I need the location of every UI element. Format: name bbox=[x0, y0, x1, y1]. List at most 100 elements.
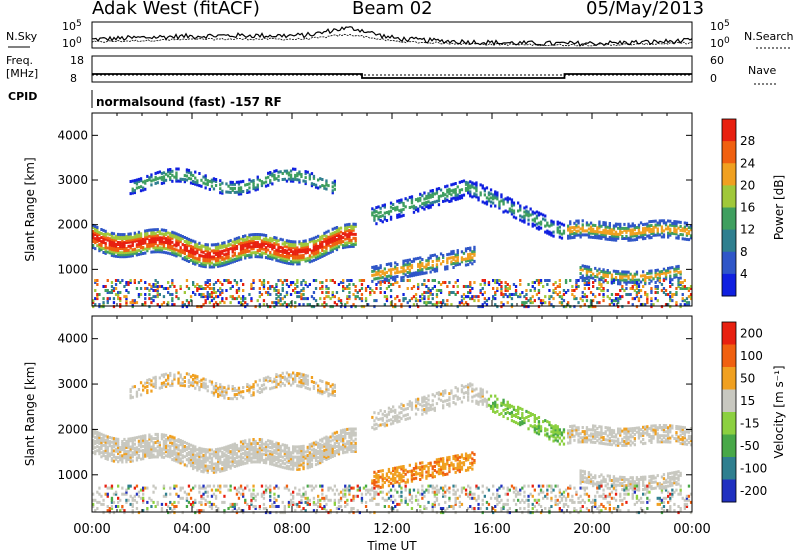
data-cell bbox=[673, 220, 676, 224]
data-cell bbox=[223, 263, 226, 267]
data-cell bbox=[319, 253, 322, 257]
data-cell bbox=[117, 234, 120, 238]
data-cell bbox=[454, 194, 457, 198]
data-cell bbox=[660, 229, 664, 233]
data-cell bbox=[223, 458, 226, 462]
data-cell bbox=[448, 192, 451, 195]
data-cell bbox=[631, 276, 634, 280]
data-cell bbox=[398, 213, 401, 217]
data-cell bbox=[435, 255, 439, 259]
data-cell bbox=[485, 186, 489, 190]
data-cell bbox=[239, 257, 243, 261]
data-cell bbox=[212, 391, 216, 395]
data-cell bbox=[367, 285, 370, 288]
data-cell bbox=[342, 287, 345, 290]
data-cell bbox=[256, 299, 259, 303]
data-cell bbox=[269, 243, 272, 246]
data-cell bbox=[531, 218, 534, 222]
data-cell bbox=[131, 303, 134, 307]
data-cell bbox=[523, 301, 526, 305]
data-cell bbox=[279, 446, 282, 450]
data-cell bbox=[256, 456, 259, 460]
data-cell bbox=[150, 250, 153, 254]
data-cell bbox=[319, 235, 322, 239]
data-cell bbox=[285, 255, 289, 259]
data-cell bbox=[239, 394, 243, 398]
data-cell bbox=[456, 291, 459, 294]
data-cell bbox=[389, 268, 393, 272]
data-cell bbox=[237, 449, 241, 453]
data-cell bbox=[123, 446, 126, 450]
data-cell bbox=[354, 450, 357, 453]
data-cell bbox=[446, 184, 449, 188]
data-cell bbox=[164, 178, 168, 182]
data-cell bbox=[142, 444, 145, 448]
data-cell bbox=[196, 464, 199, 468]
data-cell bbox=[252, 279, 255, 282]
data-cell bbox=[296, 262, 299, 266]
data-cell bbox=[685, 221, 689, 225]
data-cell bbox=[167, 235, 170, 239]
data-cell bbox=[121, 237, 124, 241]
data-cell bbox=[292, 177, 295, 181]
data-cell bbox=[664, 223, 668, 227]
data-cell bbox=[192, 465, 195, 468]
data-cell bbox=[221, 189, 224, 193]
data-cell bbox=[244, 453, 247, 457]
data-cell bbox=[235, 255, 239, 258]
data-cell bbox=[402, 203, 405, 207]
data-cell bbox=[671, 293, 674, 296]
data-cell bbox=[204, 182, 207, 186]
data-cell bbox=[439, 291, 443, 294]
data-cell bbox=[129, 445, 132, 449]
data-cell bbox=[283, 257, 286, 260]
data-cell bbox=[152, 289, 155, 292]
data-cell bbox=[285, 303, 289, 307]
data-cell bbox=[96, 240, 99, 244]
data-cell bbox=[627, 228, 630, 232]
data-cell bbox=[598, 293, 601, 296]
data-cell bbox=[283, 458, 286, 462]
data-cell bbox=[671, 266, 674, 270]
data-cell bbox=[656, 299, 659, 303]
data-cell bbox=[594, 279, 597, 282]
data-cell bbox=[335, 438, 339, 442]
data-cell bbox=[375, 283, 378, 286]
data-cell bbox=[635, 282, 639, 286]
data-cell bbox=[169, 371, 172, 375]
data-cell bbox=[525, 301, 528, 305]
data-cell bbox=[254, 241, 257, 245]
data-cell bbox=[112, 287, 116, 290]
data-cell bbox=[646, 293, 649, 296]
data-cell bbox=[344, 305, 347, 309]
data-cell bbox=[429, 266, 432, 270]
data-cell bbox=[308, 445, 311, 449]
data-cell bbox=[600, 276, 603, 280]
data-cell bbox=[662, 233, 666, 237]
data-cell bbox=[310, 305, 314, 309]
data-cell bbox=[146, 385, 149, 388]
data-cell bbox=[602, 289, 605, 292]
data-cell bbox=[212, 468, 216, 472]
data-cell bbox=[521, 215, 524, 219]
data-cell bbox=[214, 245, 218, 249]
data-cell bbox=[129, 459, 132, 463]
data-cell bbox=[164, 251, 168, 255]
data-cell bbox=[98, 245, 101, 249]
data-cell bbox=[144, 452, 147, 456]
data-cell bbox=[296, 258, 299, 262]
data-cell bbox=[585, 221, 589, 225]
data-cell bbox=[633, 278, 636, 282]
data-cell bbox=[248, 450, 251, 454]
data-cell bbox=[275, 303, 278, 307]
data-cell bbox=[331, 305, 334, 309]
data-cell bbox=[596, 230, 599, 234]
data-cell bbox=[169, 240, 172, 244]
data-cell bbox=[206, 261, 209, 265]
data-cell bbox=[202, 244, 205, 248]
data-cell bbox=[410, 264, 414, 268]
data-cell bbox=[329, 238, 332, 242]
data-cell bbox=[614, 293, 618, 296]
data-cell bbox=[175, 171, 178, 175]
data-cell bbox=[402, 267, 405, 271]
